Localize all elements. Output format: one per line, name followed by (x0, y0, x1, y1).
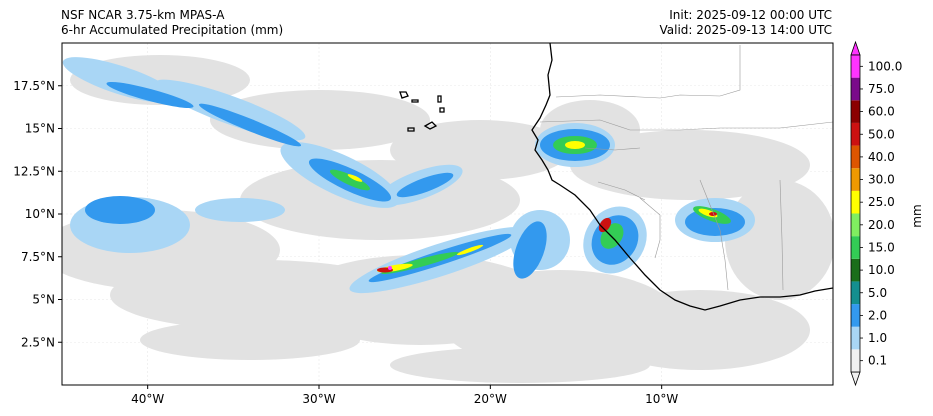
colorbar-tick-label: 50.0 (868, 127, 895, 141)
map-plot-area (62, 43, 833, 385)
colorbar-segment (851, 122, 860, 146)
x-tick-label: 40°W (131, 392, 164, 406)
colorbar-segment (851, 77, 860, 101)
axis-ticks: 40°W 30°W 20°W 10°W 17.5°N 15°N 12.5°N 10°N 7.5°… (13, 79, 678, 406)
colorbar-segment (851, 281, 860, 305)
colorbar-segment (851, 168, 860, 191)
x-tick-label: 20°W (474, 392, 507, 406)
y-tick-label: 2.5°N (21, 335, 55, 349)
colorbar-tick-label: 30.0 (868, 173, 895, 187)
y-tick-label: 17.5°N (13, 79, 55, 93)
colorbar-tick-label: 0.1 (868, 354, 887, 368)
colorbar-segment (851, 55, 860, 78)
colorbar-extend-min (850, 371, 861, 387)
y-tick-label: 15°N (25, 122, 55, 136)
colorbar-segment (851, 236, 860, 259)
colorbar-tick-label: 100.0 (868, 59, 902, 73)
y-tick-label: 12.5°N (13, 164, 55, 178)
colorbar-segment (851, 190, 860, 214)
valid-time: Valid: 2025-09-13 14:00 UTC (659, 23, 832, 37)
field-name: 6-hr Accumulated Precipitation (mm) (61, 23, 284, 37)
colorbar: 0.1 1.0 2.0 5.0 10.0 15.0 20.0 25.0 30.0 40.0 50.0… (850, 40, 924, 387)
colorbar-segment (851, 326, 860, 350)
colorbar-tick-label: 60.0 (868, 105, 895, 119)
colorbar-tick-label: 20.0 (868, 218, 895, 232)
colorbar-tick-label: 2.0 (868, 308, 887, 322)
y-tick-label: 5°N (32, 293, 55, 307)
colorbar-tick-label: 1.0 (868, 331, 887, 345)
colorbar-segment (851, 349, 860, 372)
colorbar-outline (850, 54, 861, 373)
colorbar-extend-max (850, 40, 861, 56)
colorbar-segment (851, 258, 860, 282)
colorbar-tick-label: 5.0 (868, 286, 887, 300)
colorbar-tick-label: 10.0 (868, 263, 895, 277)
y-tick-label: 10°N (25, 207, 55, 221)
colorbar-tick-label: 40.0 (868, 150, 895, 164)
colorbar-segment (851, 145, 860, 169)
colorbar-tick-label: 25.0 (868, 195, 895, 209)
coastline (399, 43, 833, 311)
x-tick-label: 30°W (302, 392, 335, 406)
country-borders (539, 45, 833, 291)
colorbar-unit-label: mm (910, 204, 924, 227)
colorbar-tick-label: 75.0 (868, 82, 895, 96)
y-tick-label: 7.5°N (21, 250, 55, 264)
intense-precip-layer (347, 141, 718, 273)
init-time: Init: 2025-09-12 00:00 UTC (669, 8, 832, 22)
x-tick-label: 10°W (645, 392, 678, 406)
colorbar-segment (851, 100, 860, 123)
colorbar-tick-label: 15.0 (868, 240, 895, 254)
map-title-left: NSF NCAR 3.75-km MPAS-A 6-hr Accumulated… (61, 8, 283, 38)
colorbar-segment (851, 213, 860, 237)
colorbar-segment (851, 304, 860, 327)
map-title-right: Init: 2025-09-12 00:00 UTC Valid: 2025-0… (659, 8, 832, 38)
model-name: NSF NCAR 3.75-km MPAS-A (61, 8, 225, 22)
